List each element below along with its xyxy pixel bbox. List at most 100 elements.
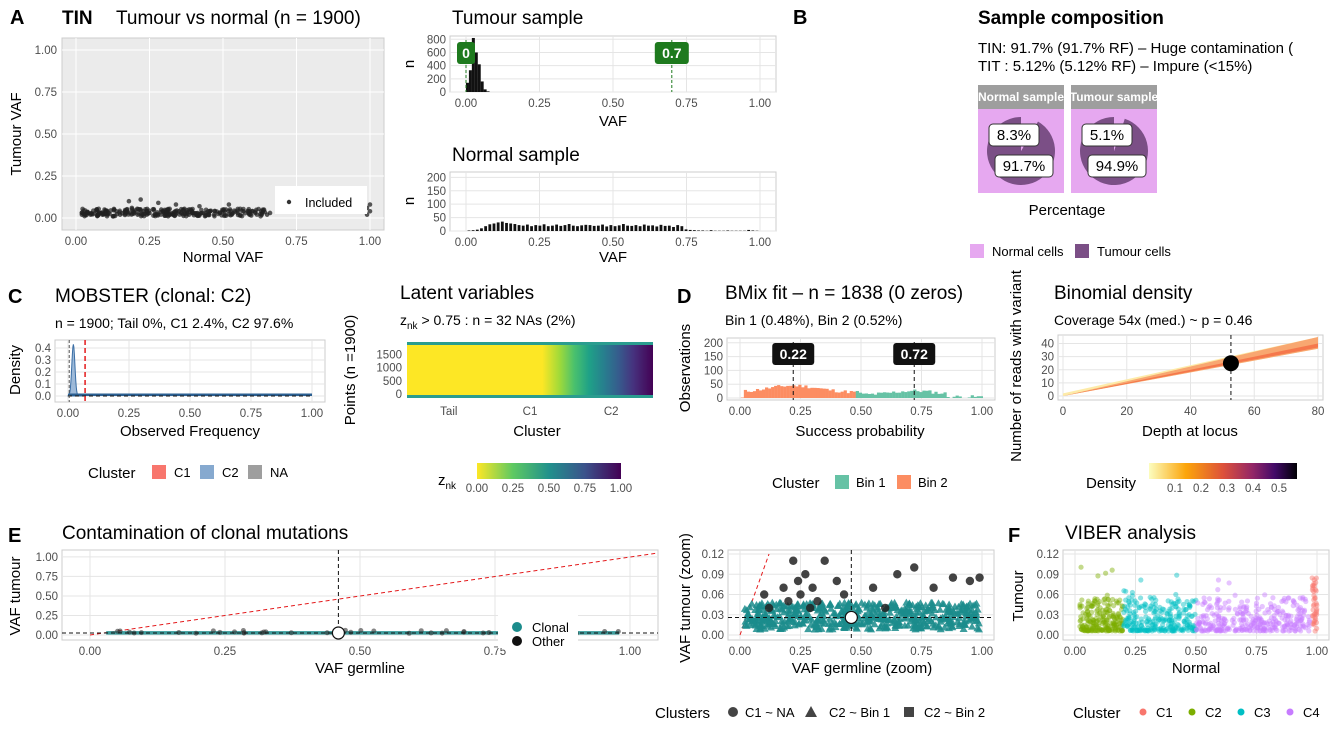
viber-point-c3	[1121, 623, 1127, 629]
viber-point-c3	[1180, 601, 1187, 608]
viber-point-c3	[1169, 605, 1175, 611]
binomial-ytick: 10	[1041, 378, 1054, 390]
viber-point-c3	[1184, 617, 1190, 623]
viber-point-c4	[1299, 615, 1305, 621]
viber-point-c2	[1120, 603, 1126, 610]
viber-point-c3	[1127, 602, 1133, 608]
viber-point-c4	[1221, 605, 1227, 611]
viber-point-c3	[1173, 591, 1179, 598]
viber-point-c4	[1297, 618, 1303, 624]
zoom-clonal-point	[776, 625, 785, 633]
viber-point-c4	[1217, 627, 1223, 633]
viber-point-c3	[1125, 604, 1131, 610]
viber-point-c3	[1171, 600, 1177, 606]
legend-normal-cells: Normal cells	[992, 244, 1064, 259]
viber-point-c3	[1164, 610, 1170, 617]
viber-point-c3	[1193, 597, 1199, 603]
viber-point-c2	[1080, 627, 1086, 633]
zoom-clonal-point	[934, 599, 943, 607]
viber-point-c3	[1167, 617, 1173, 623]
viber-point-c3	[1149, 628, 1155, 634]
binomial-colorbar	[1149, 463, 1297, 479]
tin-xtick: 0.50	[212, 236, 234, 248]
binomial-ytick: 30	[1041, 352, 1054, 364]
viber-point-c1	[1311, 622, 1317, 628]
zoom-clonal-point	[962, 609, 971, 617]
tin-point	[170, 212, 176, 217]
tin-point	[158, 212, 164, 217]
viber-point-c3	[1171, 622, 1177, 628]
viber-point-c2	[1080, 623, 1086, 629]
zoom-other-point	[929, 583, 938, 592]
viber-point-c3	[1130, 628, 1137, 634]
binomial-xlabel: Depth at locus	[1142, 423, 1238, 440]
viber-point-c4	[1201, 599, 1207, 605]
viber-point-c4	[1255, 620, 1261, 626]
viber-point-c4	[1261, 620, 1268, 626]
viber-point-c4	[1301, 608, 1307, 615]
viber-point-c4	[1274, 608, 1281, 614]
viber-point-c2	[1111, 621, 1118, 627]
zoom-other-point	[789, 556, 798, 565]
zoom-clonal-point	[747, 599, 756, 607]
viber-point-c2	[1084, 613, 1090, 619]
viber-point-c4	[1241, 627, 1247, 633]
zoom-other-point	[805, 603, 815, 613]
viber-point-c4	[1256, 606, 1262, 612]
viber-point-c4	[1233, 626, 1240, 632]
tin-point	[80, 206, 85, 212]
viber-point-c2	[1106, 613, 1113, 620]
viber-point-c3	[1187, 603, 1193, 609]
zoom-clonal-point	[891, 602, 900, 610]
latent-subtitle-rest: > 0.75 : n = 32 NAs (2%)	[418, 312, 576, 328]
viber-point-c4	[1250, 620, 1256, 626]
zoom-clonal-point	[972, 599, 981, 607]
contamination-xtick: 1.00	[619, 646, 641, 658]
normal-hist-bar	[542, 224, 546, 231]
viber-panel: VIBER analysis 0.00 0.25 0.50 0.75 1.00 0.00 0…	[1010, 523, 1330, 722]
latent-colorbar-tick: 0.75	[574, 483, 596, 495]
viber-point-c1	[1311, 601, 1317, 608]
viber-point-c2	[1091, 620, 1097, 626]
bmix-bar	[801, 387, 805, 398]
viber-point-c4	[1239, 627, 1245, 633]
viber-point-c3	[1148, 626, 1154, 632]
viber-point-c2	[1100, 614, 1106, 620]
normal-hist-bar	[530, 226, 533, 231]
viber-point-c2	[1084, 628, 1090, 634]
normal-hist-bar	[588, 225, 592, 231]
viber-point-c4	[1219, 626, 1225, 632]
viber-point-c3	[1161, 607, 1167, 613]
binomial-panel: Binomial density Coverage 54x (med.) ~ p…	[1008, 269, 1324, 495]
viber-point-c3	[1175, 596, 1181, 602]
viber-point-c3	[1173, 604, 1179, 610]
viber-point-c4	[1292, 628, 1298, 634]
viber-point-c4	[1261, 626, 1267, 632]
viber-point-c3	[1153, 621, 1159, 627]
zoom-clonal-point	[955, 619, 964, 627]
viber-point-c4	[1225, 625, 1231, 632]
viber-point-c4	[1257, 616, 1263, 622]
viber-point-c3	[1170, 626, 1177, 632]
latent-colorbar-tick: 0.50	[538, 483, 560, 495]
bmix-xlabel: Success probability	[795, 423, 925, 440]
viber-point-c3	[1124, 615, 1130, 622]
viber-point-c4	[1244, 598, 1251, 604]
viber-point-c4	[1238, 625, 1244, 631]
normal-hist-bar	[667, 225, 671, 231]
viber-point-c3	[1168, 618, 1175, 624]
normal-hist-bar	[676, 225, 680, 231]
viber-point-c3	[1170, 628, 1176, 634]
latent-heatmap	[407, 342, 653, 398]
viber-point-c2	[1098, 614, 1104, 621]
viber-point-c3	[1168, 624, 1174, 630]
viber-point-c4	[1204, 607, 1211, 613]
viber-point-c3	[1181, 610, 1187, 616]
viber-point-c2	[1115, 627, 1121, 633]
viber-point-c4	[1290, 598, 1297, 604]
viber-point-c4	[1250, 624, 1256, 630]
viber-point-c4	[1207, 622, 1214, 629]
zoom-clonal-point	[800, 605, 809, 613]
viber-point-c4	[1215, 597, 1221, 604]
viber-point-c4	[1253, 617, 1259, 623]
